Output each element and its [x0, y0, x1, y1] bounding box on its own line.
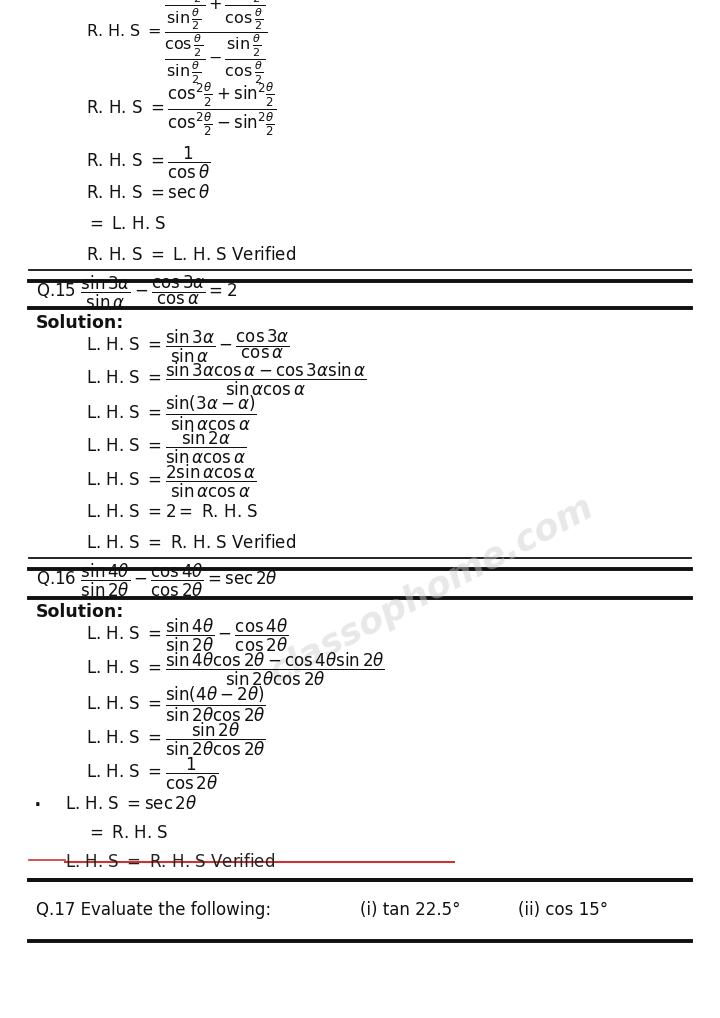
Text: R. H. S $=\dfrac{\cos^2\!\frac{\theta}{2}+\sin^2\!\frac{\theta}{2}}{\cos^2\!\fra: R. H. S $=\dfrac{\cos^2\!\frac{\theta}{2… [86, 80, 277, 137]
Text: Solution:: Solution: [36, 314, 125, 332]
Text: L. H. S $=$ R. H. S Verified: L. H. S $=$ R. H. S Verified [86, 533, 297, 552]
Text: (ii) cos 15°: (ii) cos 15° [518, 901, 608, 919]
Text: L. H. S $=\dfrac{\sin 2\theta}{\sin 2\theta\cos 2\theta}$: L. H. S $=\dfrac{\sin 2\theta}{\sin 2\th… [86, 721, 266, 757]
Text: L. H. S $=\dfrac{\sin(4\theta-2\theta)}{\sin 2\theta\cos 2\theta}$: L. H. S $=\dfrac{\sin(4\theta-2\theta)}{… [86, 685, 266, 724]
Text: R. H. S $=\dfrac{1}{\cos\theta}$: R. H. S $=\dfrac{1}{\cos\theta}$ [86, 145, 211, 181]
Text: L. H. S $=\dfrac{\sin 3\alpha\cos\alpha-\cos 3\alpha\sin\alpha}{\sin\alpha\cos\a: L. H. S $=\dfrac{\sin 3\alpha\cos\alpha-… [86, 361, 367, 398]
Text: L. H. S $=\dfrac{\sin 4\theta\cos 2\theta-\cos 4\theta\sin 2\theta}{\sin 2\theta: L. H. S $=\dfrac{\sin 4\theta\cos 2\thet… [86, 652, 385, 688]
Text: L. H. S $=\dfrac{2\sin\alpha\cos\alpha}{\sin\alpha\cos\alpha}$: L. H. S $=\dfrac{2\sin\alpha\cos\alpha}{… [86, 463, 257, 500]
Text: L. H. S $= \sec 2\theta$: L. H. S $= \sec 2\theta$ [65, 795, 197, 813]
Text: L. H. S $=\dfrac{\sin 2\alpha}{\sin\alpha\cos\alpha}$: L. H. S $=\dfrac{\sin 2\alpha}{\sin\alph… [86, 429, 247, 465]
Text: R. H. S $=$ L. H. S Verified: R. H. S $=$ L. H. S Verified [86, 245, 297, 264]
Text: $=$ R. H. S: $=$ R. H. S [86, 824, 169, 842]
Text: L. H. S $=\dfrac{\sin 3\alpha}{\sin\alpha}-\dfrac{\cos 3\alpha}{\cos\alpha}$: L. H. S $=\dfrac{\sin 3\alpha}{\sin\alph… [86, 328, 290, 364]
Text: L. H. S $=\dfrac{\sin(3\alpha-\alpha)}{\sin\alpha\cos\alpha}$: L. H. S $=\dfrac{\sin(3\alpha-\alpha)}{\… [86, 394, 257, 433]
Text: Q.15 $\dfrac{\sin 3\alpha}{\sin\alpha}-\dfrac{\cos 3\alpha}{\cos\alpha}=2$: Q.15 $\dfrac{\sin 3\alpha}{\sin\alpha}-\… [36, 274, 237, 310]
Text: L. H. S $=$ R. H. S Verified: L. H. S $=$ R. H. S Verified [65, 853, 275, 871]
Text: classophome.com: classophome.com [264, 491, 600, 690]
Text: L. H. S $=\dfrac{\sin 4\theta}{\sin 2\theta}-\dfrac{\cos 4\theta}{\cos 2\theta}$: L. H. S $=\dfrac{\sin 4\theta}{\sin 2\th… [86, 617, 289, 654]
Text: L. H. S $=\dfrac{1}{\cos 2\theta}$: L. H. S $=\dfrac{1}{\cos 2\theta}$ [86, 755, 219, 792]
Text: R. H. S $=\dfrac{\dfrac{\cos\frac{\theta}{2}}{\sin\frac{\theta}{2}}+\dfrac{\sin\: R. H. S $=\dfrac{\dfrac{\cos\frac{\theta… [86, 0, 268, 86]
Text: Q.16 $\dfrac{\sin 4\theta}{\sin 2\theta}-\dfrac{\cos 4\theta}{\cos 2\theta}=\sec: Q.16 $\dfrac{\sin 4\theta}{\sin 2\theta}… [36, 562, 278, 599]
Text: R. H. S $= \sec\theta$: R. H. S $= \sec\theta$ [86, 184, 210, 203]
Text: $=$ L. H. S: $=$ L. H. S [86, 215, 166, 233]
Text: $\cdot$: $\cdot$ [32, 790, 41, 818]
Text: Solution:: Solution: [36, 603, 125, 621]
Text: (i) tan 22.5°: (i) tan 22.5° [360, 901, 461, 919]
Text: L. H. S $= 2 =$ R. H. S: L. H. S $= 2 =$ R. H. S [86, 503, 258, 521]
Text: Q.17 Evaluate the following:: Q.17 Evaluate the following: [36, 901, 271, 919]
